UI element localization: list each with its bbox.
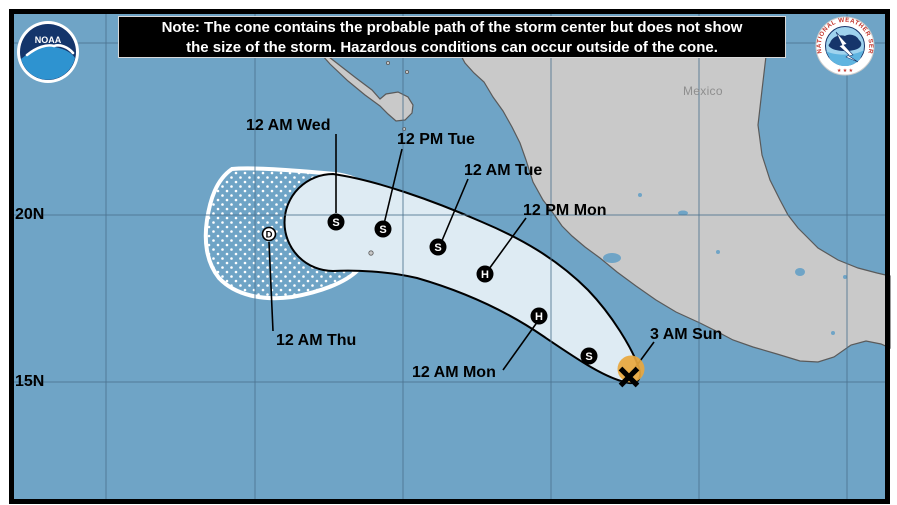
track-point-storm — [374, 220, 392, 238]
nws-logo: NATIONAL WEATHER SERVICE ★ ★ ★ — [815, 16, 875, 76]
island — [368, 250, 374, 256]
marker-letter: H — [535, 311, 543, 323]
time-label: 12 AM Tue — [464, 162, 543, 179]
noaa-logo: NOAA — [17, 21, 79, 83]
baja-peninsula — [318, 48, 414, 122]
time-label: 12 AM Mon — [412, 364, 496, 381]
marker-letter: S — [585, 351, 592, 363]
time-label: 12 AM Thu — [276, 332, 357, 349]
track-point-storm — [327, 213, 345, 231]
latitude-label: 20N — [15, 206, 45, 223]
lakes — [603, 193, 847, 335]
label-leader-line — [383, 148, 403, 225]
track-markers: S H H S S S D — [261, 213, 645, 388]
marker-letter: H — [481, 269, 489, 281]
marker-letter: S — [379, 224, 386, 236]
track-point-storm — [580, 347, 598, 365]
label-leader-line — [440, 178, 469, 244]
time-label: 12 PM Tue — [397, 131, 475, 148]
label-leader-line — [488, 217, 527, 270]
note-line-1: Note: The cone contains the probable pat… — [161, 19, 743, 36]
label-leader-line — [502, 320, 539, 371]
marker-letter: D — [266, 229, 273, 240]
time-label: 12 PM Mon — [523, 202, 607, 219]
track-point-hurricane — [530, 307, 548, 325]
nws-stars: ★ ★ ★ — [837, 68, 854, 74]
islet — [404, 70, 409, 75]
track-point-storm — [429, 238, 447, 256]
time-label: 12 AM Wed — [246, 117, 331, 134]
latitude-label: 15N — [15, 373, 45, 390]
marker-letter: S — [332, 217, 339, 229]
note-line-2: the size of the storm. Hazardous conditi… — [186, 39, 718, 56]
map-border — [9, 9, 890, 504]
mexico-mainland — [456, 49, 891, 363]
current-position-x-icon — [618, 366, 640, 388]
region-label: Mexico — [683, 84, 723, 98]
nws-wave — [826, 50, 864, 67]
track-point-depression — [261, 226, 277, 242]
label-leader-line — [268, 241, 274, 332]
time-label: 3 AM Sun — [650, 326, 723, 343]
note-banner: Note: The cone contains the probable pat… — [118, 16, 786, 58]
marker-letter: S — [434, 242, 441, 254]
track-point-hurricane — [476, 265, 494, 283]
noaa-logo-text: NOAA — [35, 35, 62, 45]
islet — [385, 61, 390, 66]
lightning-bolt-icon — [835, 31, 859, 63]
leader-lines — [268, 134, 655, 373]
